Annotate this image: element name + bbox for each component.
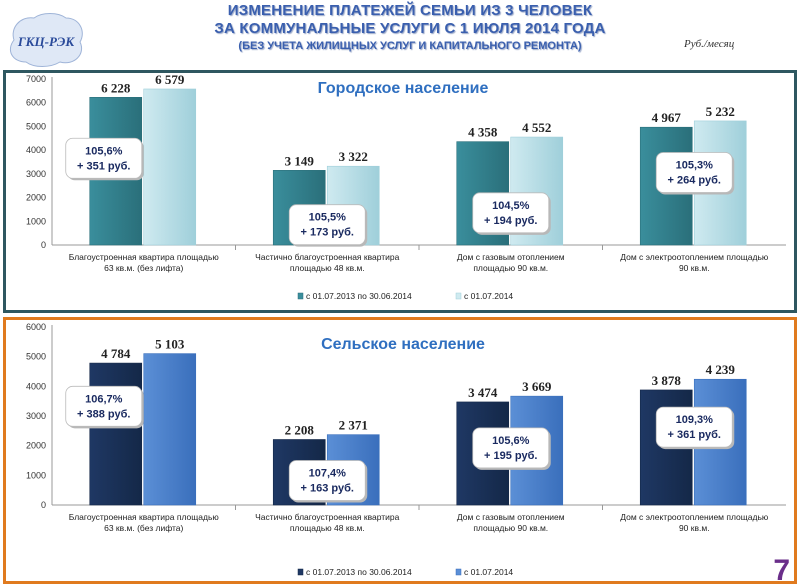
bar-previous — [89, 362, 143, 506]
y-tick-label: 3000 — [26, 411, 46, 421]
data-label: 3 878 — [652, 373, 682, 388]
y-tick-label: 6000 — [26, 98, 46, 108]
annotation-delta: + 163 руб. — [301, 483, 354, 495]
title-line-3: (БЕЗ УЧЕТА ЖИЛИЩНЫХ УСЛУГ И КАПИТАЛЬНОГО… — [238, 40, 582, 52]
data-label: 2 208 — [285, 422, 315, 437]
urban-chart: Городское население 0 1000 2000 3000 4000 5000… — [26, 73, 786, 301]
legend-label: с 01.07.2014 — [464, 567, 513, 577]
y-tick-label: 2000 — [26, 441, 46, 451]
annotation-delta: + 195 руб. — [484, 450, 537, 462]
category-label: Частично благоустроенная квартира — [255, 252, 400, 262]
category-label: площадью 90 кв.м. — [473, 523, 548, 533]
annotation-percent: 105,6% — [85, 145, 123, 157]
category-label: Дом с электроотоплением площадью — [620, 512, 769, 522]
bar-current — [143, 353, 197, 506]
page-title: ИЗМЕНЕНИЕ ПЛАТЕЖЕЙ СЕМЬИ ИЗ 3 ЧЕЛОВЕК ЗА… — [150, 2, 670, 54]
annotation-delta: + 351 руб. — [77, 160, 130, 172]
legend-swatch — [297, 292, 304, 300]
bar-current — [143, 88, 197, 246]
rural-chart: Сельское население 0 1000 2000 3000 4000 5000 6… — [26, 322, 786, 577]
data-label: 2 371 — [339, 418, 368, 433]
data-label: 3 322 — [339, 149, 368, 164]
title-line-2: ЗА КОММУНАЛЬНЫЕ УСЛУГИ С 1 ИЮЛЯ 2014 ГОД… — [214, 20, 606, 37]
legend-swatch — [455, 292, 462, 300]
data-label: 3 474 — [468, 385, 498, 400]
chart-title: Городское население — [318, 80, 489, 97]
category-label: Дом с газовым отоплением — [457, 512, 565, 522]
data-label: 4 967 — [652, 110, 682, 125]
category-label: 90 кв.м. — [679, 523, 710, 533]
data-label: 3 149 — [285, 153, 315, 168]
annotation-percent: 105,5% — [309, 212, 347, 224]
category-label: 63 кв.м. (без лифта) — [104, 523, 183, 533]
legend-label: с 01.07.2014 — [464, 291, 513, 301]
title-line-1: ИЗМЕНЕНИЕ ПЛАТЕЖЕЙ СЕМЬИ ИЗ 3 ЧЕЛОВЕК — [227, 2, 593, 19]
legend-swatch — [455, 568, 462, 576]
y-tick-label: 3000 — [26, 169, 46, 179]
annotation-box — [472, 427, 550, 469]
annotation-box — [288, 204, 366, 246]
y-tick-label: 2000 — [26, 193, 46, 203]
y-tick-label: 4000 — [26, 145, 46, 155]
category-label: Дом с электроотоплением площадью — [620, 252, 769, 262]
y-tick-label: 1000 — [26, 216, 46, 226]
category-label: площадью 90 кв.м. — [473, 263, 548, 273]
rural-chart-panel: Сельское население 0 1000 2000 3000 4000 5000 6… — [3, 317, 797, 584]
annotation-delta: + 173 руб. — [301, 227, 354, 239]
logo: ГКЦ-РЭК — [6, 10, 86, 70]
data-label: 6 228 — [101, 80, 131, 95]
category-label: Дом с газовым отоплением — [457, 252, 565, 262]
annotation-box — [65, 385, 143, 427]
y-tick-label: 0 — [41, 240, 46, 250]
annotation-box — [65, 137, 143, 179]
data-label: 5 232 — [706, 104, 735, 119]
annotation-percent: 109,3% — [676, 414, 714, 426]
y-tick-label: 4000 — [26, 381, 46, 391]
annotation-percent: 105,6% — [492, 435, 530, 447]
annotation-box — [288, 460, 366, 501]
annotation-delta: + 194 руб. — [484, 215, 537, 227]
category-label: 63 кв.м. (без лифта) — [104, 263, 183, 273]
legend-swatch — [297, 568, 304, 576]
page-number: 7 — [773, 554, 790, 587]
data-label: 4 552 — [522, 120, 551, 135]
logo-text: ГКЦ-РЭК — [17, 34, 76, 49]
category-label: Благоустроенная квартира площадью — [69, 512, 220, 522]
category-label: 90 кв.м. — [679, 263, 710, 273]
y-tick-label: 7000 — [26, 74, 46, 84]
data-label: 3 669 — [522, 379, 552, 394]
units-label: Руб./месяц — [684, 38, 735, 50]
legend-label: с 01.07.2013 по 30.06.2014 — [306, 291, 412, 301]
annotation-percent: 106,7% — [85, 393, 123, 405]
annotation-percent: 107,4% — [309, 468, 347, 480]
annotation-delta: + 388 руб. — [77, 408, 130, 420]
data-label: 4 784 — [101, 346, 131, 361]
annotation-box — [655, 406, 733, 448]
annotation-delta: + 361 руб. — [668, 429, 721, 441]
category-label: площадью 48 кв.м. — [290, 263, 365, 273]
category-label: площадью 48 кв.м. — [290, 523, 365, 533]
y-tick-label: 6000 — [26, 322, 46, 332]
chart-title: Сельское население — [321, 336, 485, 353]
y-tick-label: 5000 — [26, 121, 46, 131]
category-label: Благоустроенная квартира площадью — [69, 252, 220, 262]
annotation-box — [655, 152, 733, 193]
legend-label: с 01.07.2013 по 30.06.2014 — [306, 567, 412, 577]
y-tick-label: 5000 — [26, 352, 46, 362]
urban-chart-panel: Городское население 0 1000 2000 3000 4000 5000… — [3, 70, 797, 313]
data-label: 5 103 — [155, 337, 185, 352]
annotation-box — [472, 192, 550, 234]
data-label: 4 358 — [468, 125, 498, 140]
annotation-percent: 104,5% — [492, 200, 530, 212]
annotation-percent: 105,3% — [676, 160, 714, 172]
data-label: 6 579 — [155, 73, 185, 87]
y-tick-label: 1000 — [26, 470, 46, 480]
annotation-delta: + 264 руб. — [668, 175, 721, 187]
data-label: 4 239 — [706, 362, 736, 377]
logo-emblem: ГКЦ-РЭК — [10, 13, 83, 67]
y-tick-label: 0 — [41, 500, 46, 510]
category-label: Частично благоустроенная квартира — [255, 512, 400, 522]
